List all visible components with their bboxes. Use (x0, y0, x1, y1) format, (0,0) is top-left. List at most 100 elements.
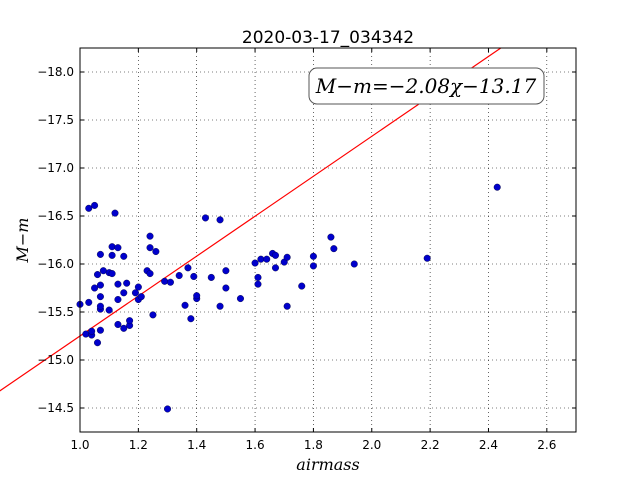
y-tick-label: −17.0 (37, 161, 74, 175)
data-point (207, 273, 215, 281)
fit-line-layer (0, 47, 502, 392)
data-point (166, 278, 174, 286)
data-point (216, 302, 224, 310)
data-point (257, 255, 265, 263)
data-point (263, 255, 271, 263)
fit-equation-box: M−m=−2.08χ−13.17 (308, 67, 545, 105)
data-point (91, 284, 99, 292)
y-tick-label: −16.5 (37, 209, 74, 223)
data-point (146, 232, 154, 240)
data-point (120, 324, 128, 332)
data-point (309, 252, 317, 260)
x-tick-label: 1.4 (187, 438, 206, 452)
data-point (96, 293, 104, 301)
y-tick-labels: −14.5 −15.0 −15.5 −16.0 −16.5 −17.0 −17.5 −18.0 (37, 65, 74, 415)
data-point (327, 233, 335, 241)
y-tick-label: −17.5 (37, 113, 74, 127)
data-point (96, 302, 104, 310)
x-tick-label: 1.0 (70, 438, 89, 452)
data-point (96, 281, 104, 289)
data-point (96, 326, 104, 334)
data-point (193, 292, 201, 300)
plot-frame (79, 47, 577, 433)
fit-line (0, 47, 502, 392)
data-point (108, 251, 116, 259)
data-point (271, 251, 279, 259)
data-point (146, 244, 154, 252)
data-point (201, 214, 209, 222)
y-tick-label: −15.0 (37, 353, 74, 367)
data-point (283, 302, 291, 310)
data-point (96, 250, 104, 258)
data-point (222, 284, 230, 292)
y-tick-label: −14.5 (37, 401, 74, 415)
data-point (216, 216, 224, 224)
data-point (91, 201, 99, 209)
data-point (99, 267, 107, 275)
data-point (251, 259, 259, 267)
data-point (254, 280, 262, 288)
data-point (111, 209, 119, 217)
data-point (88, 327, 96, 335)
data-point (120, 289, 128, 297)
data-point (175, 272, 183, 280)
data-point (190, 272, 198, 280)
data-point (423, 254, 431, 262)
x-tick-label: 2.2 (421, 438, 440, 452)
data-point (236, 295, 244, 303)
data-point (350, 260, 358, 268)
data-point (222, 267, 230, 275)
fit-equation: M−m=−2.08χ−13.17 (315, 74, 537, 98)
x-tick-label: 1.6 (246, 438, 265, 452)
x-tick-label: 2.6 (537, 438, 556, 452)
data-point (134, 283, 142, 291)
data-point (114, 280, 122, 288)
data-point (149, 311, 157, 319)
x-tick-label: 1.8 (304, 438, 323, 452)
data-point (493, 183, 501, 191)
data-point (114, 320, 122, 328)
data-point (131, 289, 139, 297)
data-point (161, 277, 169, 285)
data-point (187, 315, 195, 323)
x-axis-label: airmass (296, 455, 359, 474)
data-point (114, 296, 122, 304)
x-tick-labels: 1.0 1.2 1.4 1.6 1.8 2.0 2.2 2.4 2.6 (70, 438, 556, 452)
y-axis-label: M−m (13, 218, 32, 264)
data-point (181, 301, 189, 309)
data-point (184, 264, 192, 272)
data-point (85, 204, 93, 212)
data-point (114, 244, 122, 252)
data-point (85, 298, 93, 306)
data-point (94, 271, 102, 279)
x-tick-label: 2.4 (479, 438, 498, 452)
data-point (271, 264, 279, 272)
y-tick-label: −16.0 (37, 257, 74, 271)
data-points (76, 183, 501, 413)
chart-title: 2020-03-17_034342 (242, 28, 414, 48)
data-point (82, 330, 90, 338)
data-point (105, 306, 113, 314)
data-point (330, 245, 338, 253)
y-tick-label: −18.0 (37, 65, 74, 79)
data-point (120, 252, 128, 260)
data-point (254, 273, 262, 281)
data-point (283, 253, 291, 261)
data-point (309, 262, 317, 270)
x-tick-label: 1.2 (129, 438, 148, 452)
annotation-box (308, 67, 545, 105)
data-point (146, 270, 154, 278)
data-point (108, 243, 116, 251)
data-point (123, 279, 131, 287)
x-tick-label: 2.0 (362, 438, 381, 452)
y-tick-label: −15.5 (37, 305, 74, 319)
data-point (164, 405, 172, 413)
data-point (94, 339, 102, 347)
data-point (152, 248, 160, 256)
axis-ticks (79, 48, 576, 432)
data-point (108, 270, 116, 278)
data-point (298, 282, 306, 290)
data-point (137, 293, 145, 301)
data-point (126, 317, 134, 325)
